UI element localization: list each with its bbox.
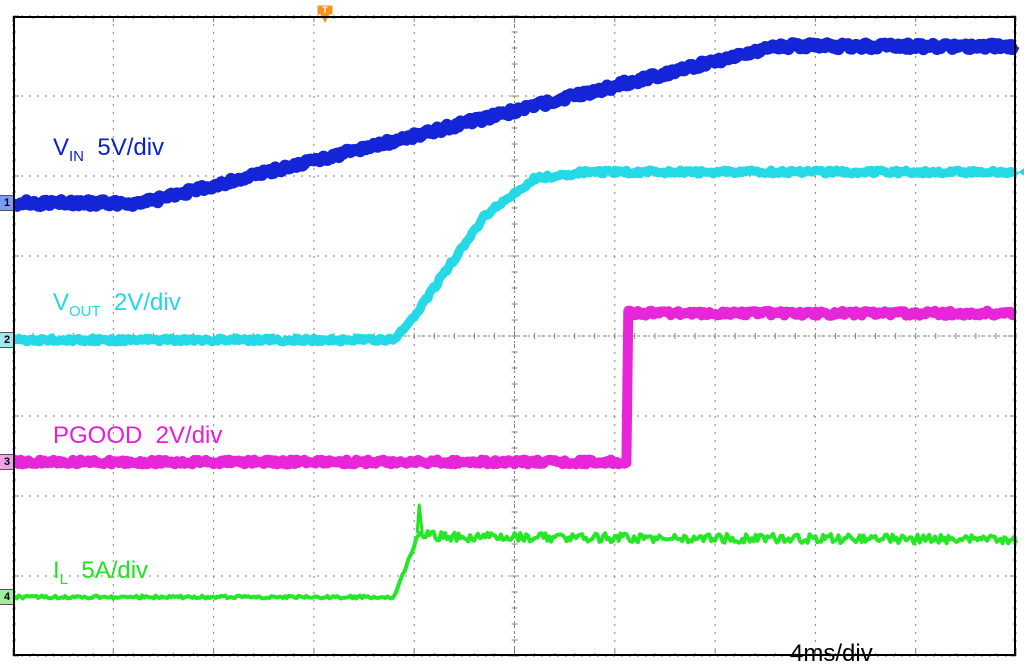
oscilloscope-capture: T1234VIN 5V/divVOUT 2V/divPGOOD 2V/divIL… <box>0 0 1024 670</box>
plot-frame <box>13 16 1016 656</box>
svg-text:T: T <box>322 5 328 15</box>
vout-right-marker <box>1018 166 1024 178</box>
